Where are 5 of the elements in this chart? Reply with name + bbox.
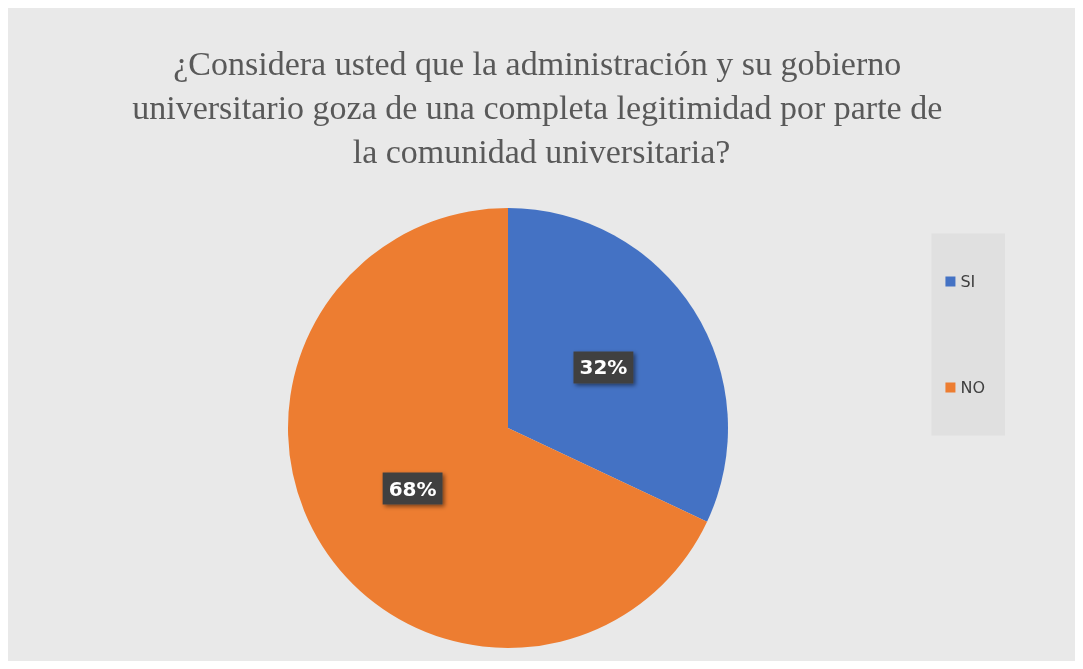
legend-label: NO [960, 378, 985, 397]
data-label: 32% [579, 355, 628, 380]
data-label: 68% [388, 476, 437, 501]
chart-title: ¿Considera usted que la administración y su gobierno universitario goza de una completa legitimidad por parte de la comunidad universitaria? [132, 44, 951, 170]
legend-label: SI [960, 272, 976, 291]
